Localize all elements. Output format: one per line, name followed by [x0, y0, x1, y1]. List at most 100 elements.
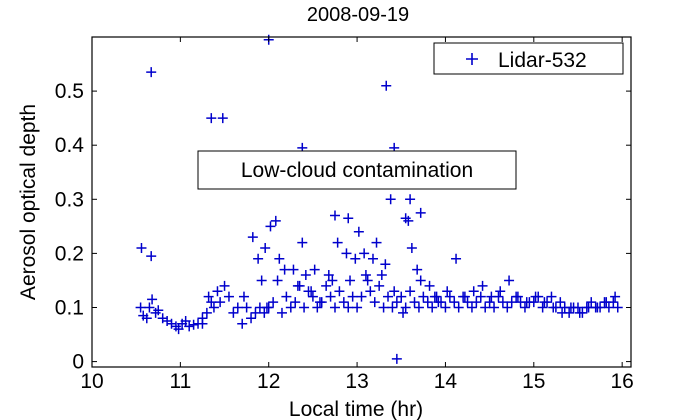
data-point [381, 80, 392, 91]
x-tick-label: 12 [257, 370, 280, 393]
data-point [565, 302, 576, 313]
data-point [528, 297, 539, 308]
data-point [506, 297, 517, 308]
data-point [270, 215, 281, 226]
annotation-text: Low-cloud contamination [241, 159, 473, 182]
data-point [345, 275, 356, 286]
data-point [241, 302, 252, 313]
data-point [300, 270, 311, 281]
y-tick-label: 0.1 [55, 296, 84, 319]
data-point [338, 297, 349, 308]
data-point [329, 210, 340, 221]
data-point [135, 302, 146, 313]
data-point [610, 291, 621, 302]
data-point [376, 270, 387, 281]
data-point [477, 280, 488, 291]
data-point [433, 297, 444, 308]
data-point [415, 275, 426, 286]
data-point [353, 226, 364, 237]
data-point [247, 232, 258, 243]
data-point [557, 307, 568, 318]
data-point [217, 113, 228, 124]
data-point [424, 280, 435, 291]
data-point [367, 253, 378, 264]
data-point [208, 302, 219, 313]
data-point [396, 291, 407, 302]
data-point [555, 297, 566, 308]
legend: Lidar-532 [433, 42, 624, 75]
data-point [362, 275, 373, 286]
data-point [365, 286, 376, 297]
data-point [546, 291, 557, 302]
data-point [475, 291, 486, 302]
data-point [309, 264, 320, 275]
y-axis-ticks: 0 0.1 0.2 0.3 0.4 0.5 [55, 80, 631, 374]
data-point [519, 302, 530, 313]
y-tick-label: 0.3 [55, 188, 84, 211]
data-point [306, 286, 317, 297]
data-point [144, 302, 155, 313]
data-point [539, 297, 550, 308]
data-point [601, 297, 612, 308]
data-point [504, 275, 515, 286]
data-point [480, 302, 491, 313]
data-point [387, 302, 398, 313]
data-point [197, 313, 208, 324]
data-point [412, 264, 423, 275]
legend-marker-plus-icon [466, 53, 478, 65]
data-point [314, 297, 325, 308]
chart-title: 2008-09-19 [307, 4, 409, 26]
x-tick-label: 10 [80, 370, 103, 393]
data-point [462, 297, 473, 308]
data-point [418, 291, 429, 302]
x-tick-label: 13 [345, 370, 368, 393]
data-point [272, 275, 283, 286]
data-point [484, 297, 495, 308]
data-point [451, 253, 462, 264]
data-point [400, 213, 411, 224]
data-point [212, 286, 223, 297]
data-point [371, 237, 382, 248]
data-point [453, 302, 464, 313]
data-point [288, 264, 299, 275]
data-point [292, 280, 303, 291]
data-point [347, 291, 358, 302]
data-point [391, 297, 402, 308]
x-tick-label: 11 [169, 370, 191, 393]
plot-area-frame [91, 36, 632, 368]
data-point [265, 221, 276, 232]
data-point [184, 321, 195, 332]
data-point [502, 302, 513, 313]
data-point [512, 291, 523, 302]
data-point [440, 302, 451, 313]
annotation-box: Low-cloud contamination [197, 150, 517, 190]
data-point [415, 207, 426, 218]
data-point [260, 242, 271, 253]
data-point [341, 248, 352, 259]
data-point [307, 291, 318, 302]
data-point [290, 297, 301, 308]
data-point [489, 302, 500, 313]
data-point [471, 297, 482, 308]
data-point [276, 307, 287, 318]
data-point [380, 259, 391, 270]
data-point [253, 253, 264, 264]
data-point [466, 302, 477, 313]
data-point [206, 113, 217, 124]
data-point [180, 316, 191, 327]
data-point [444, 291, 455, 302]
data-point [409, 297, 420, 308]
x-axis-title: Local time (hr) [289, 398, 423, 420]
legend-frame [433, 42, 624, 75]
data-point [495, 286, 506, 297]
x-tick-label: 14 [434, 370, 458, 393]
data-point [250, 307, 261, 318]
data-point [146, 67, 157, 78]
data-point [263, 302, 274, 313]
data-point [325, 291, 336, 302]
x-axis-ticks: 10 11 12 13 14 15 16 [80, 37, 634, 393]
data-point [332, 237, 343, 248]
x-tick-label: 15 [522, 370, 545, 393]
data-point [146, 251, 157, 262]
legend-label: Lidar-532 [498, 49, 587, 72]
